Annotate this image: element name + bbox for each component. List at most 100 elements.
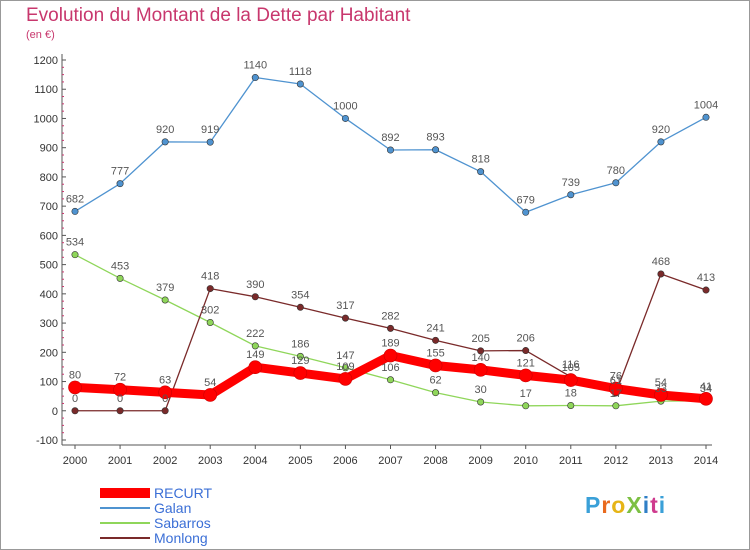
data-point-sabarros [161,296,169,304]
data-point-monlong [432,336,440,344]
data-point-galan [251,74,259,82]
data-point-recurt [158,385,172,400]
x-tick-label: 2006 [333,455,357,467]
logo-letter: i [642,492,651,518]
data-label-monlong: 205 [471,333,489,345]
line-chart: -100010020030040050060070080090010001100… [34,54,718,467]
y-tick-label: 1100 [34,84,58,96]
data-point-recurt [293,366,308,380]
x-tick-label: 2009 [468,455,492,467]
y-tick-label: 200 [40,347,58,359]
data-point-recurt [473,363,488,377]
y-tick-label: 300 [40,318,58,330]
data-point-monlong [386,324,394,332]
data-point-monlong [296,303,304,311]
legend-item-galan: Galan [100,500,212,516]
series-line-galan [74,76,707,213]
data-label-galan: 1000 [333,100,357,112]
data-point-monlong [116,407,124,415]
data-point-galan [522,208,530,216]
y-tick-label: 400 [40,289,58,301]
x-tick-label: 2010 [513,455,537,467]
data-point-monlong [477,347,485,355]
y-tick-label: 1000 [34,113,58,125]
data-point-recurt [428,358,443,373]
legend-label-monlong: Monlong [154,529,208,546]
data-label-galan: 818 [471,154,489,166]
data-point-galan [161,138,169,146]
data-label-galan: 919 [201,124,219,136]
data-point-sabarros [206,318,214,326]
data-label-galan: 739 [562,177,580,189]
data-point-sabarros [477,398,485,406]
y-tick-label: 700 [40,201,58,213]
data-label-sabarros: 17 [610,388,622,400]
data-label-galan: 1118 [289,66,312,78]
logo-letter: X [626,492,643,518]
data-label-recurt: 72 [114,372,126,384]
data-label-monlong: 418 [201,271,219,283]
data-point-sabarros [71,251,79,259]
data-point-galan [477,168,485,176]
x-tick-label: 2002 [153,455,177,467]
legend-label-recurt: RECURT [154,484,213,501]
data-point-galan [206,138,214,146]
data-label-recurt: 121 [517,357,535,369]
data-label-recurt: 63 [159,374,171,386]
data-label-monlong: 116 [562,359,580,371]
legend-swatch [100,506,150,509]
data-point-recurt [609,381,623,396]
data-point-galan [657,138,665,146]
y-tick-label: -100 [36,435,58,447]
data-point-monlong [251,293,259,301]
data-label-sabarros: 62 [429,375,441,387]
chart-subtitle: (en €) [26,29,55,41]
proxiti-logo: ProXiti [585,492,666,519]
data-point-recurt [563,373,578,387]
data-point-galan [567,191,575,199]
y-tick-label: 600 [40,230,58,242]
chart-title: Evolution du Montant de la Dette par Hab… [26,5,411,26]
data-point-recurt [113,382,127,397]
data-label-recurt: 54 [655,377,667,389]
x-tick-label: 2013 [649,455,673,467]
x-tick-label: 2014 [694,455,718,467]
data-label-monlong: 282 [381,310,399,322]
legend-item-sabarros: Sabarros [100,514,212,531]
data-point-monlong [161,407,169,415]
data-label-galan: 682 [66,193,84,205]
data-label-sabarros: 34 [700,383,712,395]
x-tick-label: 2000 [63,455,87,467]
legend-label-sabarros: Sabarros [154,514,211,531]
data-label-galan: 780 [607,165,625,177]
data-point-monlong [206,285,214,293]
x-tick-label: 2012 [604,455,628,467]
data-point-sabarros [432,389,440,397]
data-point-sabarros [386,376,394,384]
data-point-sabarros [251,342,259,350]
x-tick-label: 2007 [378,455,402,467]
data-label-monlong: 354 [291,289,309,301]
data-label-sabarros: 302 [201,304,219,316]
legend-swatch [100,536,150,539]
data-label-sabarros: 106 [381,362,399,374]
y-tick-label: 1200 [34,55,58,67]
data-point-monlong [341,314,349,322]
data-label-recurt: 109 [336,361,354,373]
x-tick-label: 2001 [108,455,132,467]
x-tick-label: 2004 [243,455,267,467]
legend-swatch [100,521,150,524]
data-label-galan: 920 [652,124,670,136]
data-point-galan [702,113,710,121]
data-label-sabarros: 534 [66,237,84,249]
data-label-recurt: 129 [291,355,309,367]
data-point-monlong [657,270,665,278]
x-tick-label: 2003 [198,455,222,467]
data-label-monlong: 0 [162,393,168,405]
data-label-recurt: 189 [381,338,399,350]
y-tick-label: 800 [40,172,58,184]
data-label-monlong: 61 [610,375,622,387]
x-tick-label: 2011 [559,455,583,467]
logo-letter: P [585,492,602,518]
data-label-recurt: 76 [610,371,622,383]
